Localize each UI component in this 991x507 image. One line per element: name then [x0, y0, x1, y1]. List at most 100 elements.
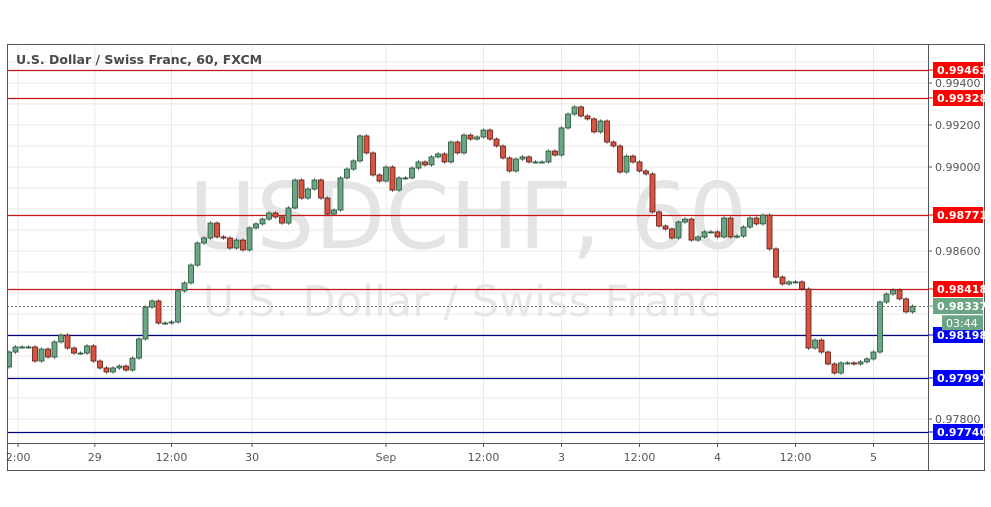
candle-body-up	[162, 322, 168, 325]
candle	[636, 160, 643, 173]
candle-body-down	[90, 345, 97, 362]
y-tick-label: 0.98600	[935, 245, 981, 258]
level-price-label-text: 0.99328	[937, 92, 987, 105]
candle	[7, 350, 12, 369]
candle-body-up	[838, 362, 844, 374]
candle-body-down	[123, 365, 129, 371]
candle-body-up	[461, 134, 467, 154]
candle-body-down	[851, 362, 857, 365]
candle	[883, 292, 890, 304]
chart-frame	[7, 44, 985, 471]
candle	[487, 128, 493, 141]
candle	[552, 149, 558, 157]
candle	[519, 155, 526, 161]
candle	[337, 176, 344, 212]
current-price-label-text: 0.98337	[937, 300, 987, 313]
candle	[331, 208, 337, 216]
candle-body-up	[597, 120, 604, 133]
candle-body-up	[207, 222, 214, 239]
candle	[649, 172, 656, 214]
candle	[532, 160, 539, 164]
candle	[409, 166, 415, 180]
candle	[610, 140, 617, 148]
x-tick-label: 4	[714, 451, 721, 464]
candle	[129, 356, 136, 372]
candle	[168, 320, 175, 325]
candle-body-down	[584, 115, 591, 120]
x-tick-label: 12:00	[468, 451, 500, 464]
candle	[188, 263, 194, 285]
candle	[272, 211, 279, 219]
candle-body-up	[383, 166, 389, 182]
candle	[701, 230, 708, 239]
level-price-label: 0.99328	[928, 90, 987, 106]
level-price-label-bg	[933, 327, 983, 343]
candle-body-up	[415, 161, 422, 169]
candle	[838, 361, 844, 375]
candle	[682, 217, 688, 224]
candle-body-down	[214, 222, 220, 238]
candle	[851, 361, 857, 366]
candle	[441, 152, 448, 164]
candle-body-up	[909, 305, 916, 313]
level-price-label-bg	[933, 424, 983, 440]
candle	[285, 206, 292, 225]
candle-body-up	[259, 218, 266, 225]
candle-body-up	[519, 156, 526, 160]
candle-body-up	[571, 106, 578, 115]
candle-body-down	[688, 218, 695, 241]
candle	[84, 344, 90, 355]
candle	[142, 305, 149, 341]
candle	[350, 159, 357, 171]
candle	[877, 300, 883, 354]
candle	[435, 152, 441, 159]
candle-body-down	[487, 129, 493, 140]
level-price-label-bg	[933, 207, 983, 223]
candle-body-up	[428, 156, 435, 166]
candle	[71, 346, 77, 355]
candle	[558, 126, 565, 157]
candle	[201, 236, 207, 245]
candle-body-down	[279, 216, 285, 224]
watermark-name: U.S. Dollar / Swiss Franc	[203, 277, 721, 327]
candle	[578, 105, 584, 118]
candle	[909, 304, 916, 314]
candle-body-up	[721, 217, 727, 238]
candle-body-up	[266, 212, 272, 220]
level-price-label: 0.97740	[928, 424, 987, 440]
candle-body-down	[363, 135, 370, 154]
candle-body-up	[12, 346, 19, 353]
candle-body-down	[240, 239, 246, 251]
candle	[324, 196, 331, 216]
level-price-label-bg	[933, 62, 983, 78]
candle	[721, 216, 727, 239]
candle	[298, 178, 305, 200]
candle-body-down	[103, 367, 110, 373]
candle-body-down	[610, 141, 617, 147]
candle	[448, 140, 454, 164]
candle-body-up	[344, 168, 350, 179]
candle	[227, 236, 233, 250]
candle	[890, 288, 896, 296]
candle-body-down	[526, 156, 532, 163]
candle	[675, 220, 682, 240]
candle-body-down	[45, 348, 51, 358]
candle	[480, 128, 487, 139]
candle-body-up	[38, 348, 45, 362]
candle	[194, 241, 201, 267]
level-price-label-text: 0.97997	[937, 372, 987, 385]
candle	[344, 167, 350, 180]
candle	[727, 216, 734, 239]
candle	[12, 345, 19, 354]
x-tick-label: 12:00	[156, 451, 188, 464]
candle-body-down	[799, 281, 805, 290]
candle-body-up	[792, 281, 799, 284]
candle-body-down	[643, 170, 649, 175]
candle-body-up	[7, 351, 12, 368]
candle-body-down	[389, 166, 396, 191]
candle-body-up	[396, 177, 402, 191]
level-price-label: 0.98771	[928, 207, 987, 223]
candle-body-up	[331, 209, 337, 215]
candle	[903, 297, 909, 314]
